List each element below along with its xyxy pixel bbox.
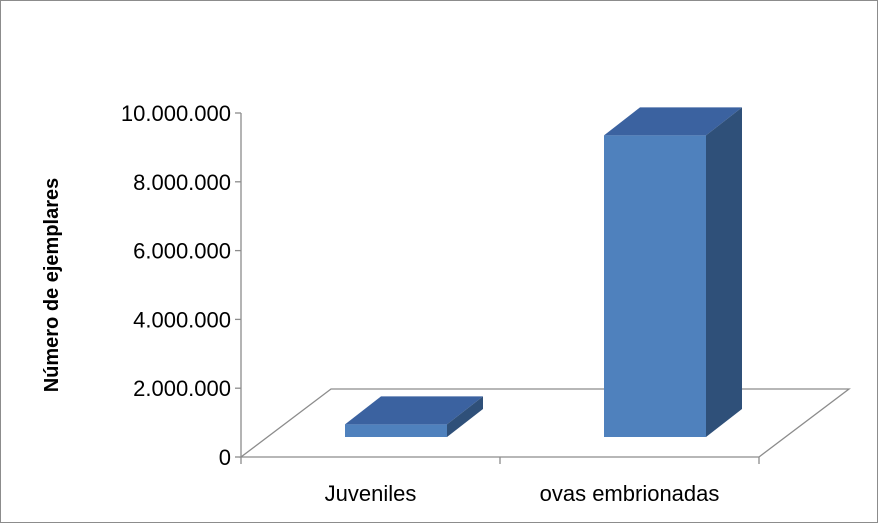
x-category-label: Juveniles bbox=[325, 481, 417, 506]
x-category-label: ovas embrionadas bbox=[540, 481, 720, 506]
bar-front-face bbox=[604, 135, 706, 437]
bar-juveniles bbox=[345, 396, 483, 437]
y-tick-label: 10.000.000 bbox=[121, 101, 231, 126]
bar-ovas-embrionadas bbox=[604, 107, 742, 438]
bar-top-face bbox=[345, 396, 483, 425]
y-tick-label: 6.000.000 bbox=[133, 239, 231, 264]
chart-floor bbox=[239, 388, 851, 458]
y-axis-title: Número de ejemplares bbox=[41, 178, 63, 393]
y-tick-label: 8.000.000 bbox=[133, 170, 231, 195]
bar-side-face bbox=[706, 107, 742, 438]
bar-side-face bbox=[447, 396, 483, 437]
y-tick-label: 0 bbox=[219, 445, 231, 470]
floor-outline bbox=[239, 388, 851, 458]
y-tick-label: 2.000.000 bbox=[133, 376, 231, 401]
y-tick-label: 4.000.000 bbox=[133, 307, 231, 332]
bar-top-face bbox=[604, 107, 742, 136]
axes bbox=[235, 112, 760, 464]
bar-front-face bbox=[345, 424, 447, 437]
labels: 0 2.000.000 4.000.000 6.000.000 8.000.000 10.… bbox=[121, 101, 720, 506]
bars bbox=[345, 107, 742, 438]
